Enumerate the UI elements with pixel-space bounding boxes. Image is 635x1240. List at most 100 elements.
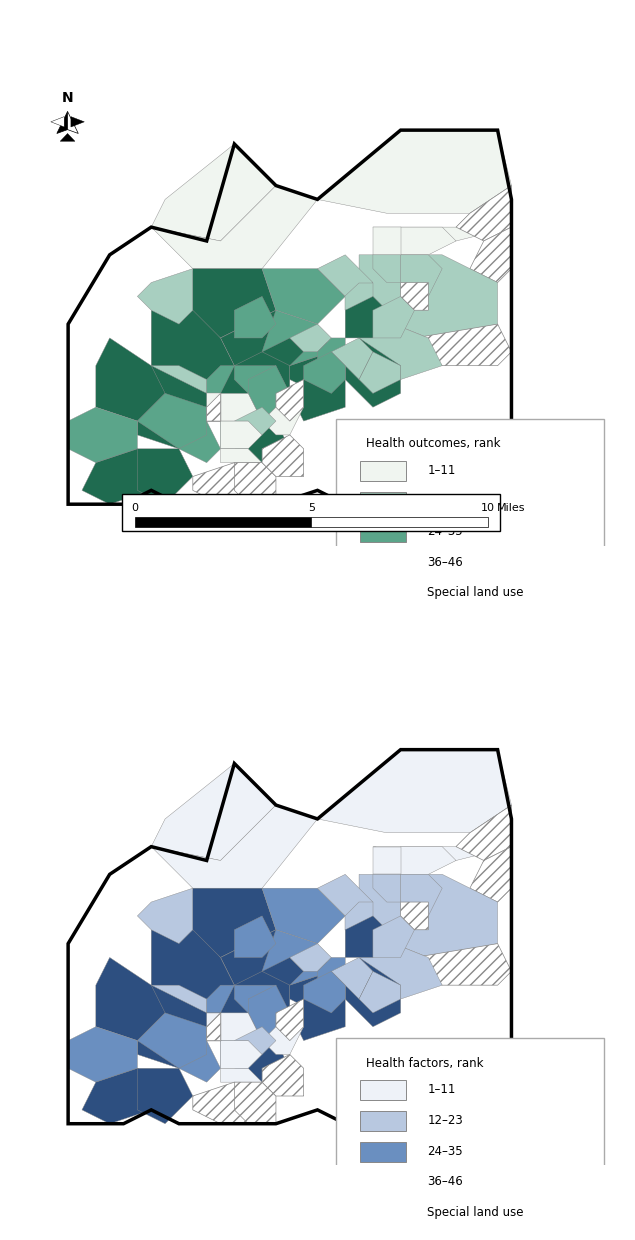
FancyBboxPatch shape	[360, 1172, 406, 1192]
Polygon shape	[206, 352, 290, 435]
Polygon shape	[220, 1040, 262, 1069]
Polygon shape	[276, 999, 304, 1040]
Polygon shape	[82, 449, 165, 505]
Polygon shape	[318, 750, 511, 833]
Polygon shape	[318, 130, 511, 213]
Polygon shape	[331, 957, 373, 999]
Polygon shape	[151, 144, 276, 241]
Polygon shape	[401, 874, 442, 916]
Polygon shape	[206, 971, 290, 1054]
Polygon shape	[206, 393, 220, 422]
Polygon shape	[262, 269, 345, 324]
Polygon shape	[262, 435, 304, 476]
Polygon shape	[234, 1027, 276, 1054]
Text: 36–46: 36–46	[427, 1176, 463, 1188]
Polygon shape	[318, 874, 373, 916]
Polygon shape	[220, 422, 262, 449]
Text: 12–23: 12–23	[427, 1114, 463, 1127]
Text: 1–11: 1–11	[427, 1084, 455, 1096]
Polygon shape	[151, 930, 234, 1013]
Text: 10: 10	[481, 502, 495, 513]
Polygon shape	[137, 269, 193, 324]
Polygon shape	[137, 1013, 206, 1069]
Polygon shape	[234, 985, 276, 1013]
Text: 24–35: 24–35	[427, 1145, 463, 1158]
Polygon shape	[262, 888, 345, 944]
Polygon shape	[151, 764, 276, 861]
Text: 1–11: 1–11	[427, 464, 455, 477]
Polygon shape	[345, 296, 387, 339]
Polygon shape	[318, 339, 345, 379]
Polygon shape	[234, 422, 290, 463]
Polygon shape	[470, 847, 511, 901]
Polygon shape	[345, 901, 373, 930]
Polygon shape	[359, 874, 498, 957]
Polygon shape	[82, 1069, 165, 1123]
FancyBboxPatch shape	[336, 419, 604, 616]
Polygon shape	[151, 310, 234, 393]
Polygon shape	[359, 352, 401, 393]
FancyBboxPatch shape	[360, 522, 406, 542]
Polygon shape	[262, 1013, 304, 1054]
FancyBboxPatch shape	[360, 553, 406, 573]
Polygon shape	[262, 1054, 304, 1096]
Polygon shape	[401, 847, 456, 874]
Polygon shape	[206, 1040, 248, 1069]
Text: Health outcomes, rank: Health outcomes, rank	[366, 438, 501, 450]
Polygon shape	[373, 186, 511, 241]
Polygon shape	[359, 971, 401, 1013]
Polygon shape	[345, 283, 373, 310]
Polygon shape	[401, 255, 442, 296]
Text: Special land use: Special land use	[427, 587, 524, 599]
Polygon shape	[401, 227, 456, 255]
Polygon shape	[137, 449, 193, 505]
Polygon shape	[137, 1069, 193, 1123]
Polygon shape	[290, 366, 345, 422]
Text: Miles: Miles	[497, 502, 526, 513]
Polygon shape	[318, 957, 345, 999]
Polygon shape	[290, 944, 331, 971]
Polygon shape	[220, 930, 290, 985]
Text: Health factors, rank: Health factors, rank	[366, 1056, 484, 1070]
FancyBboxPatch shape	[135, 517, 311, 527]
FancyBboxPatch shape	[336, 1038, 604, 1236]
FancyBboxPatch shape	[360, 1203, 406, 1223]
Polygon shape	[220, 393, 262, 435]
FancyBboxPatch shape	[360, 1080, 406, 1100]
Polygon shape	[415, 324, 511, 366]
Polygon shape	[276, 379, 304, 422]
Polygon shape	[373, 916, 415, 957]
Polygon shape	[51, 117, 64, 126]
Polygon shape	[96, 339, 165, 422]
Polygon shape	[401, 901, 429, 930]
Polygon shape	[234, 1083, 276, 1123]
Polygon shape	[373, 874, 401, 901]
FancyBboxPatch shape	[360, 1142, 406, 1162]
Polygon shape	[373, 296, 415, 339]
Polygon shape	[206, 1013, 220, 1040]
Polygon shape	[331, 339, 373, 379]
Polygon shape	[68, 407, 137, 463]
Text: 36–46: 36–46	[427, 556, 463, 569]
Polygon shape	[456, 805, 511, 861]
Polygon shape	[290, 324, 331, 352]
Polygon shape	[165, 422, 220, 463]
Polygon shape	[234, 366, 276, 393]
Polygon shape	[373, 805, 511, 861]
Polygon shape	[248, 985, 290, 1040]
Polygon shape	[262, 957, 304, 985]
Polygon shape	[220, 1069, 262, 1083]
Polygon shape	[220, 449, 262, 463]
Polygon shape	[262, 310, 331, 366]
Polygon shape	[206, 366, 234, 393]
Polygon shape	[71, 117, 84, 126]
Polygon shape	[137, 366, 206, 449]
Polygon shape	[359, 255, 498, 339]
Polygon shape	[262, 393, 304, 435]
Polygon shape	[234, 407, 276, 435]
Polygon shape	[234, 296, 276, 339]
Text: 0: 0	[131, 502, 138, 513]
Polygon shape	[193, 1083, 262, 1123]
Polygon shape	[345, 916, 387, 957]
Polygon shape	[179, 393, 220, 422]
